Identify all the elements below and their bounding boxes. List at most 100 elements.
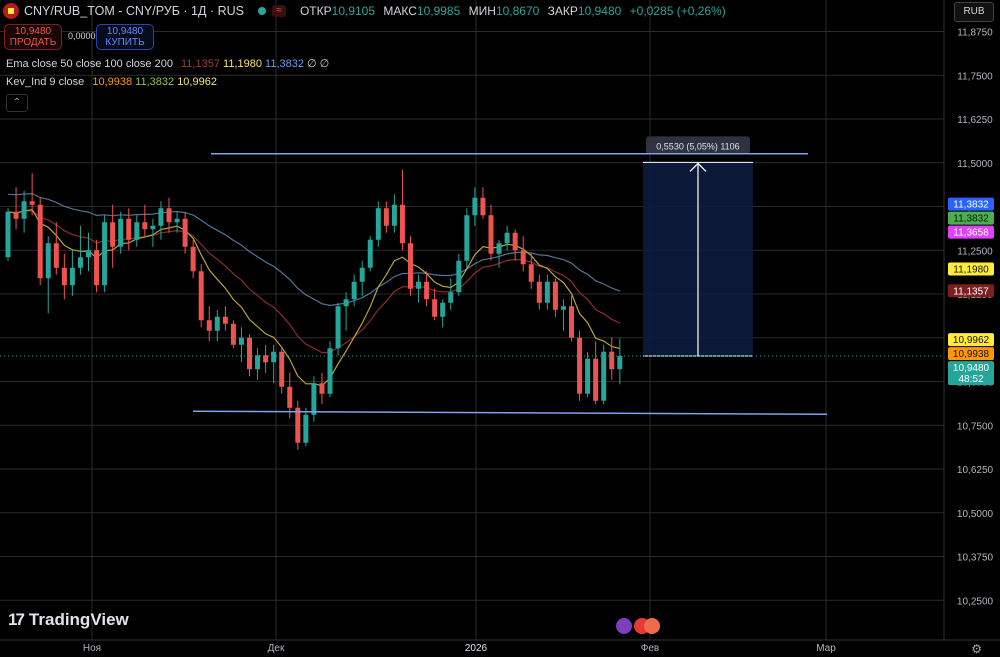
collapse-legend-button[interactable]: ⌃ — [6, 94, 28, 112]
candle-body — [5, 211, 11, 258]
y-tick-label: 10,3750 — [957, 553, 994, 564]
ema-indicator-name: Ema close 50 close 100 close 200 — [6, 58, 173, 70]
candle-body — [544, 281, 550, 303]
candle-body — [198, 271, 204, 321]
candle-body — [577, 337, 583, 394]
candle-body — [53, 243, 59, 268]
candle-body — [528, 264, 534, 282]
sell-button[interactable]: 10,9480 ПРОДАТЬ — [4, 24, 62, 50]
candle-body — [94, 250, 100, 286]
ema-indicator-legend[interactable]: Ema close 50 close 100 close 200 11,1357… — [6, 57, 329, 70]
trade-buttons: 10,9480 ПРОДАТЬ 10,9480 КУПИТЬ — [4, 24, 154, 50]
y-tick-label: 11,2500 — [957, 246, 993, 257]
candle-body — [45, 243, 51, 279]
logo-text: TradingView — [28, 610, 129, 629]
candle-body — [166, 208, 172, 223]
candle-body — [102, 222, 108, 286]
candle-body — [593, 358, 599, 401]
currency-button[interactable]: RUB — [954, 2, 994, 22]
measure-label-bg — [646, 136, 750, 155]
kev-value-2: 11,3832 — [135, 76, 175, 88]
candle-body — [448, 292, 454, 303]
y-tick-label: 10,7500 — [957, 421, 994, 432]
candle-body — [617, 355, 623, 370]
candle-body — [182, 218, 188, 247]
candle-body — [416, 281, 422, 289]
market-status-icon — [257, 7, 266, 15]
kev-value-3: 10,9962 — [177, 76, 217, 88]
delayed-data-icon: ≈ — [271, 5, 286, 17]
buy-button[interactable]: 10,9480 КУПИТЬ — [96, 24, 154, 50]
candle-body — [77, 257, 83, 268]
tradingview-logo: 17 TradingView — [8, 610, 129, 630]
ema50-value: 11,1357 — [181, 58, 220, 70]
price-axis-label: 11,3832 — [953, 214, 989, 225]
measure-arrow-head — [689, 162, 707, 172]
candle-body — [456, 260, 462, 293]
y-tick-label: 11,5000 — [957, 159, 993, 170]
candle-body — [86, 250, 91, 258]
candle-body — [464, 215, 470, 261]
candle-body — [536, 281, 542, 303]
candle-body — [61, 267, 67, 286]
candle-body — [424, 281, 430, 300]
candle-body — [190, 246, 196, 272]
price-axis-label-bg — [948, 211, 994, 225]
candle-body — [238, 337, 244, 345]
candle-body — [359, 267, 365, 282]
price-axis-label: 10,9480 — [953, 363, 990, 374]
ohlc-close: 10,9480 — [577, 4, 622, 18]
candle-body — [214, 316, 220, 331]
countdown-label: 48:52 — [958, 374, 983, 385]
candle-body — [21, 201, 27, 219]
candle-body — [399, 204, 405, 244]
y-tick-label: 10,5000 — [957, 509, 994, 520]
candle-body — [311, 383, 317, 415]
candle-body — [569, 306, 574, 338]
candle-body — [13, 211, 19, 219]
price-axis-label: 10,9938 — [953, 349, 990, 360]
candle-body — [391, 204, 397, 226]
candle-body — [327, 348, 333, 394]
spread-value: 0,0000 — [68, 31, 96, 41]
candle-body — [472, 197, 478, 216]
ohlc-low-key: МИН — [468, 4, 496, 18]
candle-body — [408, 243, 413, 289]
ohlc-high-key: МАКС — [383, 4, 417, 18]
candle-body — [255, 355, 261, 370]
candle-body — [150, 225, 156, 230]
y-tick-label: 11,6250 — [957, 115, 993, 126]
candle-body — [343, 299, 349, 307]
price-axis-label-bg — [948, 284, 994, 298]
kev-indicator-legend[interactable]: Kev_Ind 9 close 10,9938 11,3832 10,9962 — [6, 76, 217, 88]
ema100-value: 11,1980 — [223, 58, 262, 70]
candle-body — [480, 197, 486, 216]
symbol-title[interactable]: CNY/RUB_TOM - CNY/РУБ · 1Д · RUS — [24, 4, 244, 18]
event-earnings-icon[interactable] — [644, 618, 660, 634]
support-line — [192, 410, 828, 415]
candle-body — [560, 306, 566, 310]
x-tick-label: Мар — [816, 643, 836, 654]
candle-body — [375, 208, 381, 240]
measure-label: 0,5530 (5,05%) 1106 — [656, 141, 739, 151]
candle-body — [230, 323, 236, 345]
price-axis-label: 11,3832 — [953, 200, 989, 211]
ema-na-values: ∅ ∅ — [307, 58, 330, 70]
event-flash-icon[interactable] — [616, 618, 632, 634]
candle-body — [504, 232, 510, 244]
ohlc-low: 10,8670 — [495, 4, 540, 18]
candle-body — [206, 320, 212, 331]
candle-body — [158, 208, 164, 226]
ohlc-open-key: ОТКР — [299, 4, 332, 18]
candle-body — [319, 383, 325, 394]
ohlc-change: +0,0285 (+0,26%) — [629, 4, 726, 18]
symbol-header: CNY/RUB_TOM - CNY/РУБ · 1Д · RUS ≈ ОТКР 1… — [0, 0, 731, 22]
price-axis-label: 11,3658 — [953, 228, 989, 239]
chart-settings-icon[interactable]: ⚙ — [971, 642, 982, 656]
candle-body — [601, 351, 607, 401]
x-tick-label: 2026 — [465, 643, 488, 654]
candle-body — [488, 215, 494, 254]
x-tick-label: Фев — [641, 643, 659, 654]
price-axis-label-bg — [948, 347, 994, 361]
